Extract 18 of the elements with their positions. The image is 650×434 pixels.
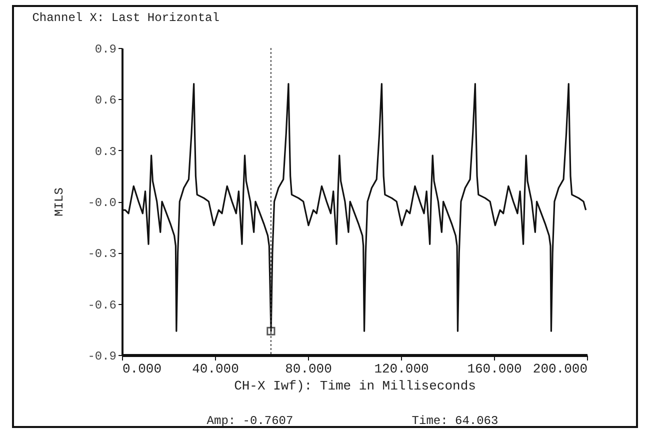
y-tick-label: 0.3 <box>94 144 116 159</box>
x-tick-label: 40.000 <box>192 362 239 376</box>
x-tick-label: 200.000 <box>532 362 588 376</box>
y-tick-label: -0.6 <box>88 298 116 312</box>
chart-title: Channel X: Last Horizontal <box>32 11 220 25</box>
y-tick-label: -0.0 <box>88 196 116 210</box>
y-tick-label: -0.3 <box>88 247 116 262</box>
x-tick-label: 120.000 <box>374 362 429 376</box>
y-tick-label: 0.6 <box>94 94 116 108</box>
text: Time: 64.063 <box>412 414 498 428</box>
x-tick-label: 0.000 <box>122 362 162 376</box>
y-tick-label: 0.9 <box>94 42 116 56</box>
x-axis-title: CH-X Iwf): Time in Milliseconds <box>234 378 476 394</box>
y-axis-title: MILS <box>52 188 67 216</box>
text: Amp: -0.7607 <box>206 414 294 428</box>
x-tick-label: 160.000 <box>467 362 522 376</box>
y-tick-label: -0.9 <box>88 350 116 364</box>
x-tick-label: 80.000 <box>285 362 332 376</box>
